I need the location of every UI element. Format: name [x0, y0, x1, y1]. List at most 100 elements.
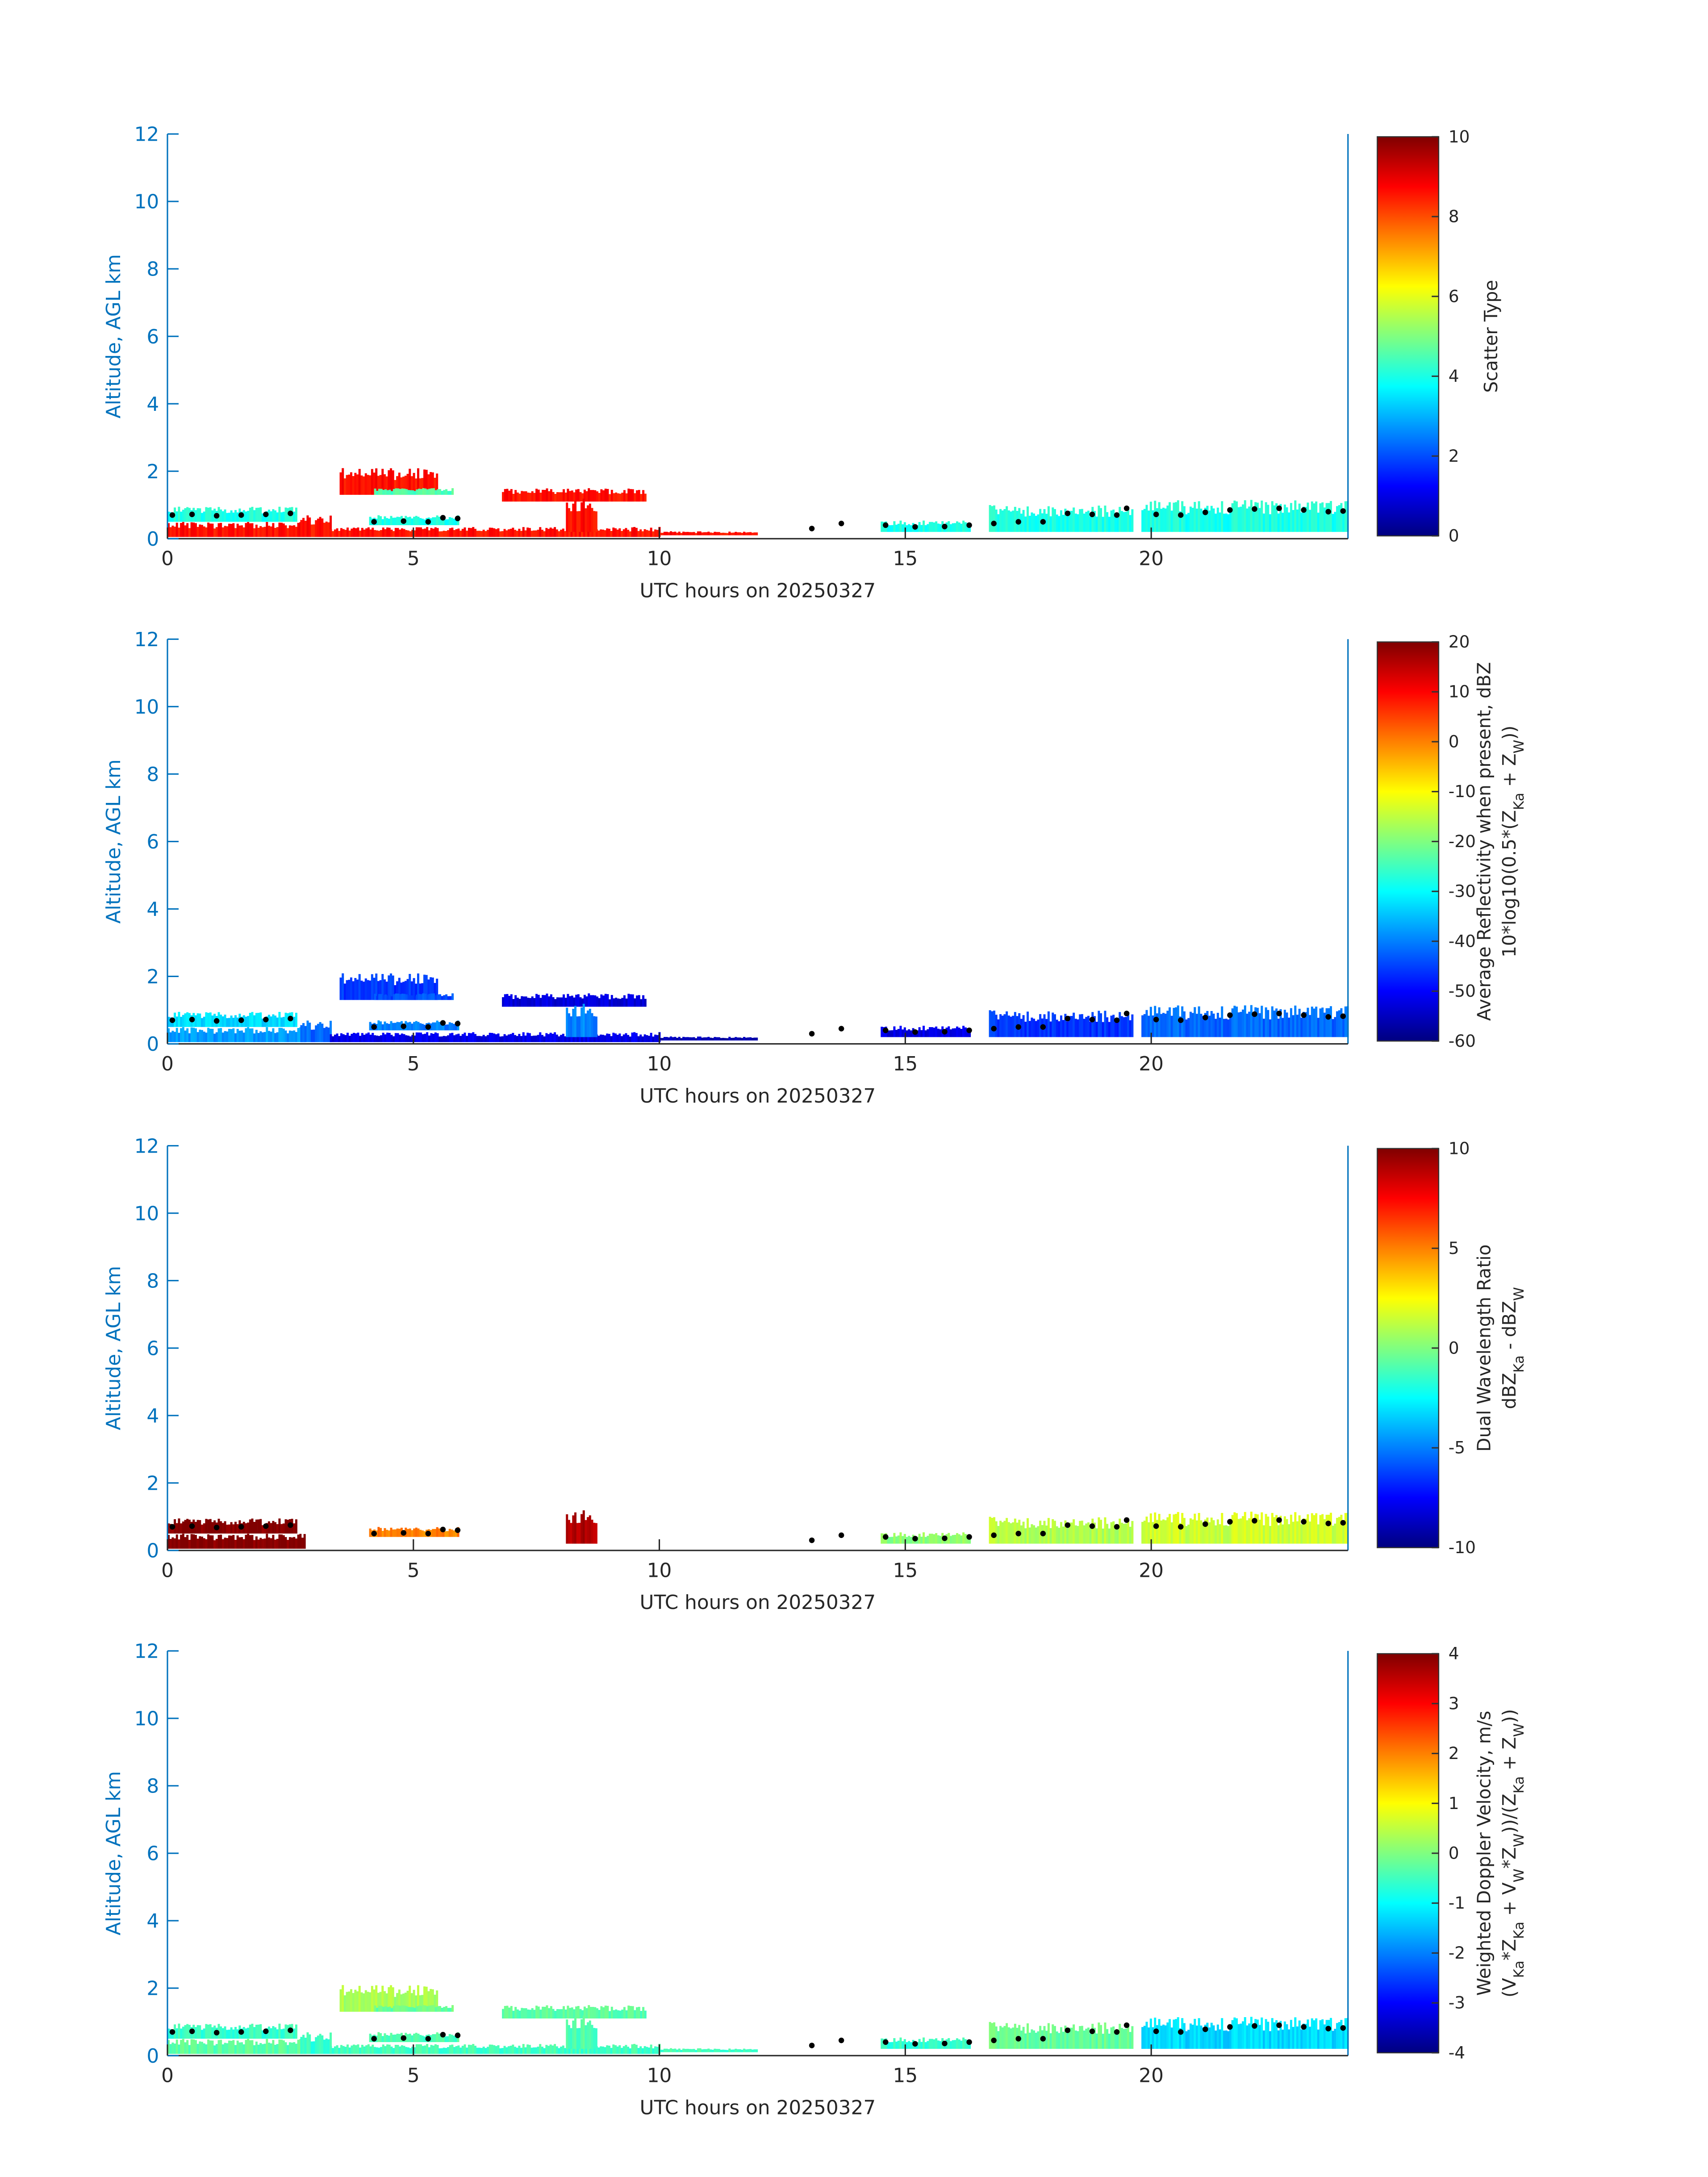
- echo-column: [432, 1022, 434, 1031]
- echo-column: [274, 1015, 277, 1027]
- echo-column: [266, 1027, 268, 1042]
- echo-column: [563, 2006, 565, 2019]
- echo-column: [1198, 501, 1200, 532]
- echo-column: [257, 507, 260, 522]
- echo-column: [255, 2025, 258, 2039]
- echo-column: [364, 473, 367, 495]
- echo-column: [676, 532, 679, 535]
- echo-column: [1125, 2028, 1128, 2049]
- echo-column: [242, 2044, 245, 2054]
- echo-column: [182, 2027, 184, 2039]
- echo-column: [703, 532, 706, 535]
- echo-column: [419, 1529, 422, 1537]
- echo-column: [306, 515, 309, 537]
- echo-column: [589, 1008, 591, 1037]
- echo-column: [1282, 1018, 1284, 1037]
- echo-column: [1191, 508, 1194, 532]
- echo-column: [384, 2046, 387, 2054]
- echo-column: [199, 1536, 201, 1549]
- echo-column: [199, 524, 201, 537]
- echo-column: [1296, 509, 1299, 532]
- echo-column: [196, 526, 199, 537]
- echo-column: [1047, 506, 1050, 532]
- echo-column: [491, 1033, 493, 1042]
- echo-column: [1045, 2031, 1048, 2049]
- echo-column: [174, 1538, 176, 1549]
- echo-column: [1060, 2027, 1062, 2049]
- cloud-base-point: [425, 519, 431, 525]
- echo-column: [182, 510, 184, 522]
- echo-column: [270, 526, 272, 537]
- echo-column: [548, 2008, 551, 2019]
- echo-column: [396, 476, 399, 495]
- echo-column: [737, 1037, 739, 1040]
- echo-column: [1022, 2027, 1025, 2049]
- echo-column: [330, 2046, 332, 2054]
- colorbar-label: Weighted Doppler Velocity, m/s: [1474, 1711, 1495, 1996]
- echo-column: [1313, 2020, 1315, 2049]
- cloud-base-point: [942, 1535, 948, 1541]
- echo-column: [382, 490, 385, 495]
- echo-column: [1056, 1020, 1058, 1037]
- echo-column: [301, 1538, 304, 1549]
- echo-column: [199, 1013, 201, 1027]
- echo-column: [1012, 1015, 1015, 1037]
- echo-column: [1058, 2033, 1061, 2049]
- echo-column: [410, 476, 413, 495]
- echo-column: [1070, 1522, 1073, 1544]
- echo-column: [569, 491, 572, 502]
- echo-column: [737, 532, 739, 535]
- echo-column: [741, 533, 743, 535]
- echo-column: [278, 1028, 281, 1042]
- echo-column: [382, 995, 385, 1000]
- echo-column: [530, 531, 533, 537]
- echo-column: [1294, 2017, 1297, 2049]
- echo-column: [956, 1026, 959, 1037]
- echo-column: [359, 1036, 362, 1042]
- echo-column: [533, 2010, 536, 2019]
- echo-column: [999, 1014, 1002, 1037]
- cloud-base-point: [1227, 2024, 1233, 2030]
- echo-column: [589, 2047, 592, 2054]
- echo-column: [1066, 1528, 1069, 1544]
- echo-column: [415, 2033, 418, 2042]
- echo-column: [236, 2040, 239, 2054]
- echo-column: [407, 1529, 409, 1537]
- echo-column: [1221, 2018, 1224, 2049]
- echo-column: [1221, 1006, 1224, 1037]
- echo-column: [445, 2006, 448, 2012]
- echo-column: [398, 472, 401, 495]
- echo-column: [447, 1531, 449, 1537]
- echo-column: [407, 530, 409, 537]
- echo-column: [438, 2006, 441, 2012]
- echo-column: [1148, 510, 1150, 532]
- echo-column: [569, 2008, 572, 2019]
- echo-column: [203, 1016, 205, 1027]
- echo-column: [718, 532, 720, 535]
- echo-column: [396, 981, 399, 1000]
- echo-column: [1162, 2024, 1165, 2049]
- echo-column: [315, 520, 317, 537]
- echo-column: [960, 2040, 963, 2049]
- y-tick-label: 2: [146, 1472, 159, 1495]
- echo-column: [295, 526, 297, 537]
- echo-column: [937, 1028, 940, 1037]
- echo-column: [1170, 1015, 1173, 1037]
- echo-column: [616, 529, 619, 537]
- echo-column: [186, 507, 189, 522]
- echo-column: [390, 2033, 393, 2042]
- echo-column: [327, 2039, 330, 2054]
- echo-column: [1127, 2023, 1129, 2049]
- echo-column: [1148, 2027, 1150, 2049]
- echo-column: [574, 2045, 577, 2054]
- echo-column: [743, 1036, 746, 1040]
- echo-column: [672, 2049, 674, 2052]
- echo-column: [295, 2024, 297, 2039]
- echo-column: [1149, 1007, 1152, 1037]
- echo-column: [338, 531, 341, 537]
- echo-column: [1250, 1005, 1253, 1037]
- echo-column: [215, 2044, 218, 2054]
- echo-column: [1252, 2025, 1255, 2049]
- colorbar: [1377, 1653, 1440, 2054]
- echo-column: [270, 2028, 272, 2039]
